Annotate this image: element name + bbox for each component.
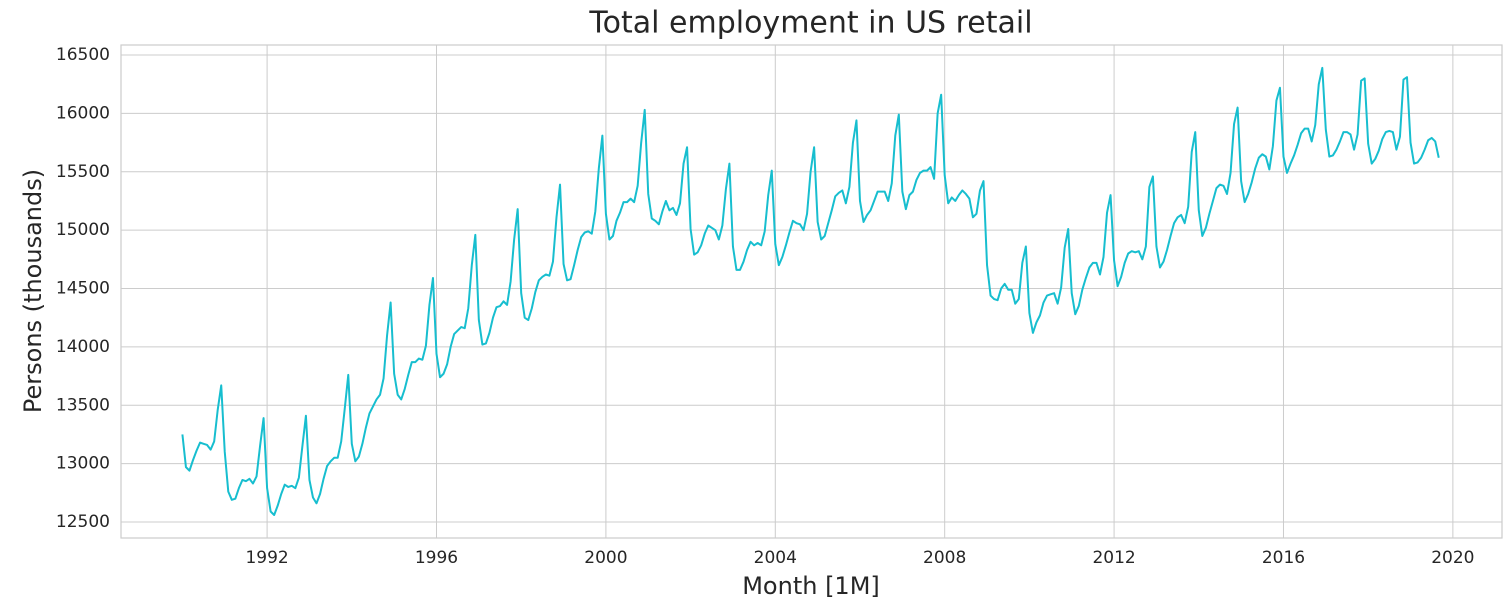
chart-title: Total employment in US retail xyxy=(588,6,1032,41)
y-axis-label: Persons (thousands) xyxy=(19,169,47,413)
plot-frame xyxy=(120,44,1503,539)
y-tick-label: 13000 xyxy=(56,454,110,474)
y-tick-label: 15000 xyxy=(56,220,110,240)
x-axis-label: Month [1M] xyxy=(742,572,880,600)
x-tick-label: 1996 xyxy=(415,548,458,568)
y-tick-label: 14000 xyxy=(56,337,110,357)
x-tick-label: 2008 xyxy=(923,548,966,568)
y-tick-label: 13500 xyxy=(56,395,110,415)
x-tick-label: 2012 xyxy=(1092,548,1135,568)
y-tick-label: 16000 xyxy=(56,103,110,123)
x-tick-label: 2004 xyxy=(754,548,797,568)
grid xyxy=(121,45,1502,538)
y-tick-label: 15500 xyxy=(56,162,110,182)
y-tick-label: 12500 xyxy=(56,512,110,532)
x-tick-label: 2020 xyxy=(1431,548,1474,568)
x-tick-label: 1992 xyxy=(245,548,288,568)
marks xyxy=(181,66,1440,516)
x-tick-label: 2000 xyxy=(584,548,627,568)
y-tick-label: 16500 xyxy=(56,45,110,65)
x-tick-label: 2016 xyxy=(1262,548,1305,568)
data-line xyxy=(181,66,1440,516)
y-tick-label: 14500 xyxy=(56,279,110,299)
